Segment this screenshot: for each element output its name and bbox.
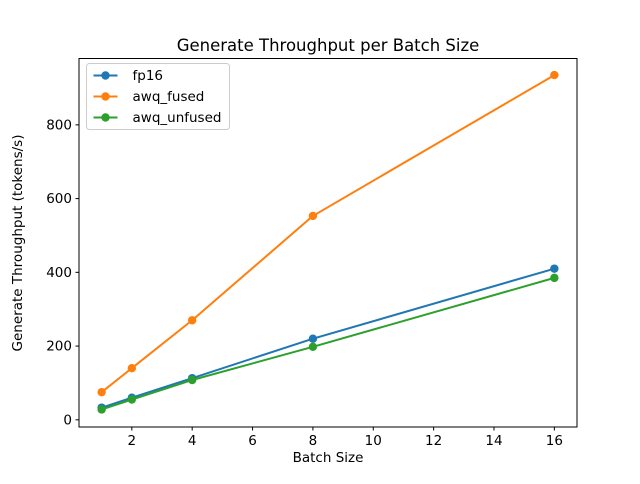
chart-title: Generate Throughput per Batch Size xyxy=(177,36,480,55)
series-marker-awq_unfused xyxy=(127,395,137,404)
series-marker-awq_unfused xyxy=(308,342,318,352)
y-tick-label: 200 xyxy=(46,339,72,355)
series-marker-fp16 xyxy=(308,334,318,343)
legend-marker-awq_unfused xyxy=(101,113,110,122)
series-marker-awq_fused xyxy=(308,211,318,221)
x-axis-label: Batch Size xyxy=(293,450,364,466)
series-marker-awq_unfused xyxy=(97,405,106,414)
x-tick-label: 4 xyxy=(188,433,197,449)
series-marker-awq_unfused xyxy=(550,273,559,283)
legend-label-awq_unfused: awq_unfused xyxy=(133,110,222,126)
legend-label-fp16: fp16 xyxy=(133,68,164,84)
series-marker-awq_fused xyxy=(97,387,106,397)
axes-layer: 2 4 6 8 10 12 14 16 0 200 400 600 800 xyxy=(46,58,578,449)
y-tick-label: 800 xyxy=(46,117,72,133)
series-layer xyxy=(97,70,559,414)
y-tick-label: 400 xyxy=(46,265,72,281)
x-tick-label: 8 xyxy=(309,433,318,449)
legend-box xyxy=(86,63,230,130)
legend-marker-awq_fused xyxy=(101,92,110,101)
series-marker-awq_fused xyxy=(127,363,137,373)
x-tick-label: 6 xyxy=(248,433,257,449)
series-marker-awq_fused xyxy=(187,316,197,325)
legend-label-awq_fused: awq_fused xyxy=(133,89,205,105)
y-tick-label: 0 xyxy=(63,412,72,428)
plot-spines xyxy=(78,58,578,428)
legend: fp16 awq_fused awq_unfused xyxy=(86,63,230,130)
y-axis-label: Generate Throughput (tokens/s) xyxy=(10,135,26,352)
x-tick-label: 12 xyxy=(425,433,442,449)
x-tick-label: 16 xyxy=(546,433,563,449)
series-marker-awq_unfused xyxy=(187,375,197,385)
x-tick-label: 10 xyxy=(365,433,382,449)
y-tick-label: 600 xyxy=(46,191,72,207)
series-marker-fp16 xyxy=(550,264,559,273)
x-tick-label: 2 xyxy=(128,433,137,449)
series-marker-awq_fused xyxy=(550,70,559,80)
x-tick-label: 14 xyxy=(485,433,502,449)
legend-marker-fp16 xyxy=(101,71,110,80)
